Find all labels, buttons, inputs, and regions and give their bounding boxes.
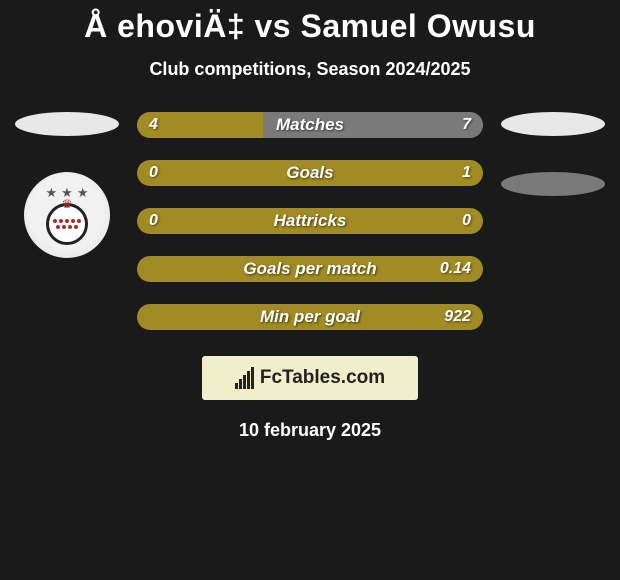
stat-bar: Matches 4 7 <box>137 112 483 138</box>
stat-label: Matches <box>276 115 344 135</box>
stat-label: Hattricks <box>274 211 347 231</box>
footer-logo: FcTables.com <box>202 356 418 400</box>
stat-value-right: 0.14 <box>440 260 471 278</box>
stat-bar: Min per goal 922 <box>137 304 483 330</box>
player-right-placeholder-mid <box>501 172 605 196</box>
stat-bars: Matches 4 7 Goals 0 1 Hattricks 0 0 Goals per mat… <box>137 108 483 330</box>
badge-dots <box>52 219 82 229</box>
footer-site-name: FcTables.com <box>260 367 385 389</box>
stat-bar: Goals per match 0.14 <box>137 256 483 282</box>
club-badge-left: ★ ★ ★ ♛ <box>24 172 110 258</box>
stat-label: Goals <box>286 163 333 183</box>
stat-value-right: 1 <box>462 164 471 182</box>
star-icon: ★ <box>77 185 89 201</box>
star-icon: ★ <box>46 185 58 201</box>
badge-inner: ♛ <box>46 203 88 245</box>
stat-value-right: 7 <box>462 116 471 134</box>
page-title: Å ehoviÄ‡ vs Samuel Owusu <box>0 8 620 45</box>
stat-label: Goals per match <box>243 259 376 279</box>
subtitle: Club competitions, Season 2024/2025 <box>0 59 620 80</box>
stat-value-left: 4 <box>149 116 158 134</box>
right-side-column <box>501 108 605 196</box>
crown-icon: ♛ <box>62 197 73 211</box>
comparison-body: ★ ★ ★ ♛ Matches47Goals01Hattricks00Goals… <box>0 108 620 330</box>
stat-bar: Hattricks 0 0 <box>137 208 483 234</box>
stat-label: Min per goal <box>260 307 360 327</box>
left-side-column: ★ ★ ★ ♛ <box>15 108 119 258</box>
stat-value-right: 922 <box>444 308 471 326</box>
player-left-placeholder-top <box>15 112 119 136</box>
logo-chart-icon <box>235 367 254 389</box>
stat-bar: Goals 0 1 <box>137 160 483 186</box>
stat-value-right: 0 <box>462 212 471 230</box>
player-right-placeholder-top <box>501 112 605 136</box>
stat-value-left: 0 <box>149 212 158 230</box>
footer-date: 10 february 2025 <box>0 420 620 441</box>
stat-value-left: 0 <box>149 164 158 182</box>
